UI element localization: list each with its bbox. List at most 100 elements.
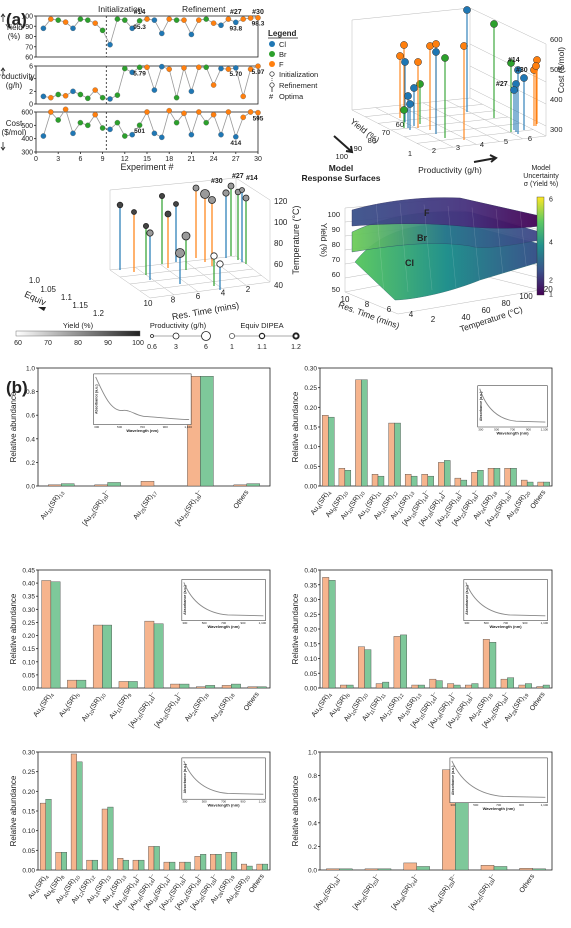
surface-mesh bbox=[519, 210, 529, 283]
inset-frame bbox=[181, 579, 266, 621]
bar-a bbox=[210, 854, 217, 871]
yield-arrow bbox=[333, 135, 354, 154]
category-suffix: ]⁻ bbox=[466, 691, 475, 700]
bar-a bbox=[421, 474, 428, 487]
category-prefix: Au bbox=[86, 894, 97, 905]
absorbance-inset: Wavelength (nm) 300 500 700 900 1,100 Absorban… bbox=[181, 579, 266, 629]
category-prefix: Others bbox=[243, 691, 261, 713]
category-label: Au10(SR)10 bbox=[81, 691, 108, 724]
absorbance-curve bbox=[95, 376, 190, 421]
category-prefix: [Au bbox=[313, 899, 325, 912]
surface-mesh bbox=[471, 207, 481, 287]
z-axis-label: Yield (%) bbox=[319, 223, 329, 257]
experiment-point bbox=[92, 111, 98, 118]
y-axis-label: Relative abundance bbox=[291, 391, 300, 462]
category-sub: 12 bbox=[386, 709, 394, 717]
yield-legend-tick: 90 bbox=[104, 340, 112, 347]
bar-a bbox=[480, 865, 495, 871]
floor-grid bbox=[129, 268, 254, 285]
bar-b bbox=[525, 683, 532, 689]
bar-b bbox=[231, 852, 238, 871]
scatter-point bbox=[181, 231, 191, 241]
x-tick-label: 4 bbox=[480, 140, 484, 149]
y-tick-label: 0.0 bbox=[26, 484, 35, 491]
category-prefix: Au bbox=[325, 508, 336, 519]
inset-x-tick: 900 bbox=[240, 800, 245, 804]
y-tick-label: 0.10 bbox=[304, 444, 317, 451]
category-suffix: ]²⁻ bbox=[449, 873, 459, 884]
category-suffix: ]⁻ bbox=[472, 489, 481, 498]
experiment-point bbox=[233, 65, 239, 71]
category-sub: 13 bbox=[408, 491, 416, 499]
category-prefix: Au bbox=[101, 894, 112, 905]
category-label: Au28(SR)18 bbox=[210, 691, 237, 724]
category-sub: 25 bbox=[198, 896, 206, 904]
optimum-label-1: #27 bbox=[230, 9, 242, 16]
category-sub: 10 bbox=[347, 507, 355, 515]
z-tick-label: 120 bbox=[274, 197, 288, 206]
experiment-point bbox=[218, 22, 224, 28]
box-edge bbox=[469, 7, 547, 45]
category-prefix: [Au bbox=[154, 717, 166, 730]
inset-x-tick: 700 bbox=[140, 425, 145, 429]
bar-b bbox=[339, 868, 353, 871]
x-tick-label: 0 bbox=[34, 156, 38, 163]
category-sub: 12 bbox=[397, 693, 405, 701]
category-sub: 15 bbox=[404, 709, 412, 717]
x-tick-label: 3 bbox=[56, 156, 60, 163]
experiment-point bbox=[240, 93, 246, 100]
experiment-point bbox=[99, 27, 106, 34]
scatter-point bbox=[414, 58, 422, 66]
z-axis-label: Temperature (°C) bbox=[291, 205, 301, 274]
scatter-point bbox=[401, 58, 409, 66]
x-tick-label: 8 bbox=[171, 296, 176, 305]
category-prefix: Others bbox=[248, 873, 266, 895]
x-tick-label: 2 bbox=[246, 285, 251, 294]
category-label: [Au38(SR)24]⁻ bbox=[391, 873, 422, 913]
inset-x-tick: 1,100 bbox=[184, 425, 192, 429]
category-prefix: Au bbox=[468, 712, 479, 723]
scatter-point bbox=[400, 41, 408, 49]
colorbar-title-line: σ (Yield %) bbox=[524, 181, 558, 188]
category-sub: 25 bbox=[90, 512, 98, 520]
category-prefix: [Au bbox=[128, 899, 140, 912]
y-tick-label: 0.15 bbox=[304, 641, 317, 648]
optimum-value-1: 93.8 bbox=[229, 25, 242, 32]
bar-a bbox=[500, 678, 508, 689]
yield-legend-title: Yield (%) bbox=[63, 321, 94, 330]
colorbar-tick-label: 4 bbox=[549, 240, 553, 247]
category-sub: 8 bbox=[50, 889, 57, 895]
category-suffix: ]⁻ bbox=[502, 691, 511, 700]
bar-b bbox=[102, 624, 112, 689]
bar-b bbox=[416, 866, 430, 871]
category-prefix: [Au bbox=[143, 899, 155, 912]
category-sub: 10 bbox=[359, 491, 367, 499]
legend-optima-symbol: # bbox=[269, 92, 274, 101]
surface-mesh bbox=[447, 205, 457, 289]
surface-title-line: Response Surfaces bbox=[302, 173, 381, 183]
category-prefix: Au bbox=[361, 711, 372, 722]
category-label: Au4(SR)4 bbox=[32, 691, 56, 720]
y-tick-label: 0.05 bbox=[22, 848, 35, 855]
x-tick-label: 9 bbox=[101, 156, 105, 163]
y-tick-label: 100 bbox=[335, 152, 348, 161]
panel-label-a: (a) bbox=[6, 10, 27, 29]
bar-a bbox=[504, 468, 511, 487]
absorbance-curve bbox=[183, 760, 264, 795]
category-suffix: ]⁻ bbox=[439, 489, 448, 498]
bar-b bbox=[542, 684, 550, 689]
experiment-point bbox=[225, 66, 232, 72]
category-sub: 24 bbox=[191, 709, 199, 717]
bar-a bbox=[101, 808, 108, 871]
category-sub: 14 bbox=[422, 495, 430, 503]
inset-x-tick: 900 bbox=[163, 425, 168, 429]
z-tick-label: 90 bbox=[332, 225, 340, 234]
scatter-point bbox=[227, 182, 235, 190]
category-sub: 10 bbox=[100, 693, 108, 701]
experiment-point bbox=[114, 16, 121, 22]
category-label: [Au25(SR)20]⁻ bbox=[352, 873, 383, 913]
category-sub: 25 bbox=[183, 512, 191, 520]
category-sub: 22 bbox=[454, 714, 462, 722]
bar-a bbox=[403, 862, 417, 871]
category-sub: 10 bbox=[342, 491, 350, 499]
